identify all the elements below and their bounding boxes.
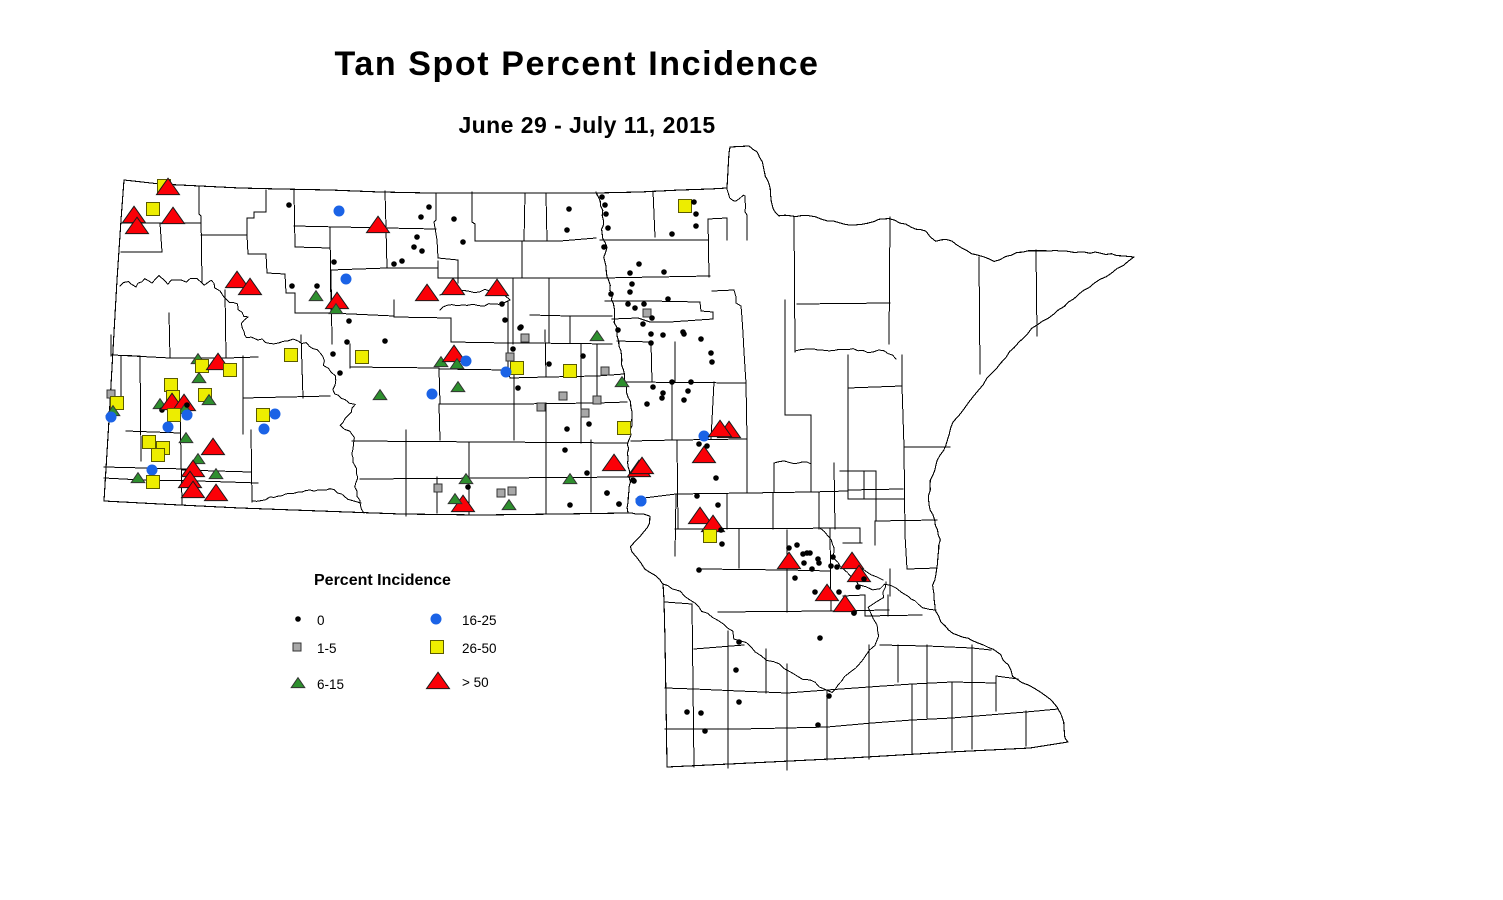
svg-text:16-25: 16-25 xyxy=(462,613,497,628)
svg-text:26-50: 26-50 xyxy=(462,641,497,656)
svg-text:6-15: 6-15 xyxy=(317,677,344,692)
svg-text:Tan Spot Percent Incidence: Tan Spot Percent Incidence xyxy=(335,45,820,83)
svg-text:0: 0 xyxy=(317,613,325,628)
svg-text:Percent Incidence: Percent Incidence xyxy=(314,572,451,589)
svg-text:June 29 - July 11, 2015: June 29 - July 11, 2015 xyxy=(458,112,715,138)
svg-text:> 50: > 50 xyxy=(462,675,489,690)
svg-text:1-5: 1-5 xyxy=(317,641,337,656)
